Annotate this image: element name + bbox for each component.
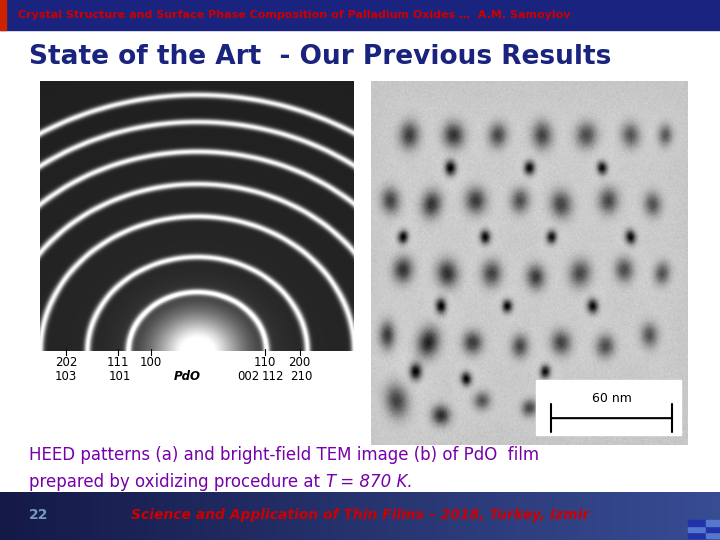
Bar bbox=[688, 531, 706, 538]
Text: 111: 111 bbox=[107, 356, 129, 369]
Text: PdO: PdO bbox=[174, 369, 200, 382]
Text: 22: 22 bbox=[29, 508, 48, 522]
Text: Science and Application of Thin Films – 2018, Turkey, Izmir: Science and Application of Thin Films – … bbox=[131, 508, 589, 522]
Bar bbox=[0, 0, 6, 30]
Bar bbox=[0, 0, 720, 30]
Text: HEED patterns (a) and bright-field TEM image (b) of PdO  film: HEED patterns (a) and bright-field TEM i… bbox=[29, 446, 539, 464]
Text: 60 nm: 60 nm bbox=[592, 392, 631, 404]
Text: T: T bbox=[325, 472, 336, 491]
Text: = 870 K.: = 870 K. bbox=[336, 472, 413, 491]
Text: 100: 100 bbox=[140, 356, 162, 369]
Text: prepared by oxidizing procedure at: prepared by oxidizing procedure at bbox=[29, 472, 325, 491]
Text: 110: 110 bbox=[254, 356, 276, 369]
Bar bbox=[706, 531, 720, 538]
Text: 200: 200 bbox=[289, 356, 311, 369]
Bar bbox=[706, 519, 720, 525]
Text: 210: 210 bbox=[290, 369, 312, 382]
Text: 202: 202 bbox=[55, 356, 78, 369]
Text: 101: 101 bbox=[108, 369, 130, 382]
Text: 103: 103 bbox=[55, 369, 77, 382]
Text: Crystal Structure and Surface Phase Composition of Palladium Oxides …  A.M. Samo: Crystal Structure and Surface Phase Comp… bbox=[18, 10, 570, 20]
Bar bbox=[706, 525, 720, 531]
Text: 112: 112 bbox=[261, 369, 284, 382]
Text: 002: 002 bbox=[237, 369, 259, 382]
Bar bbox=[688, 519, 706, 525]
Text: State of the Art  - Our Previous Results: State of the Art - Our Previous Results bbox=[29, 44, 611, 70]
Bar bbox=[536, 380, 681, 435]
Bar bbox=[688, 525, 706, 531]
